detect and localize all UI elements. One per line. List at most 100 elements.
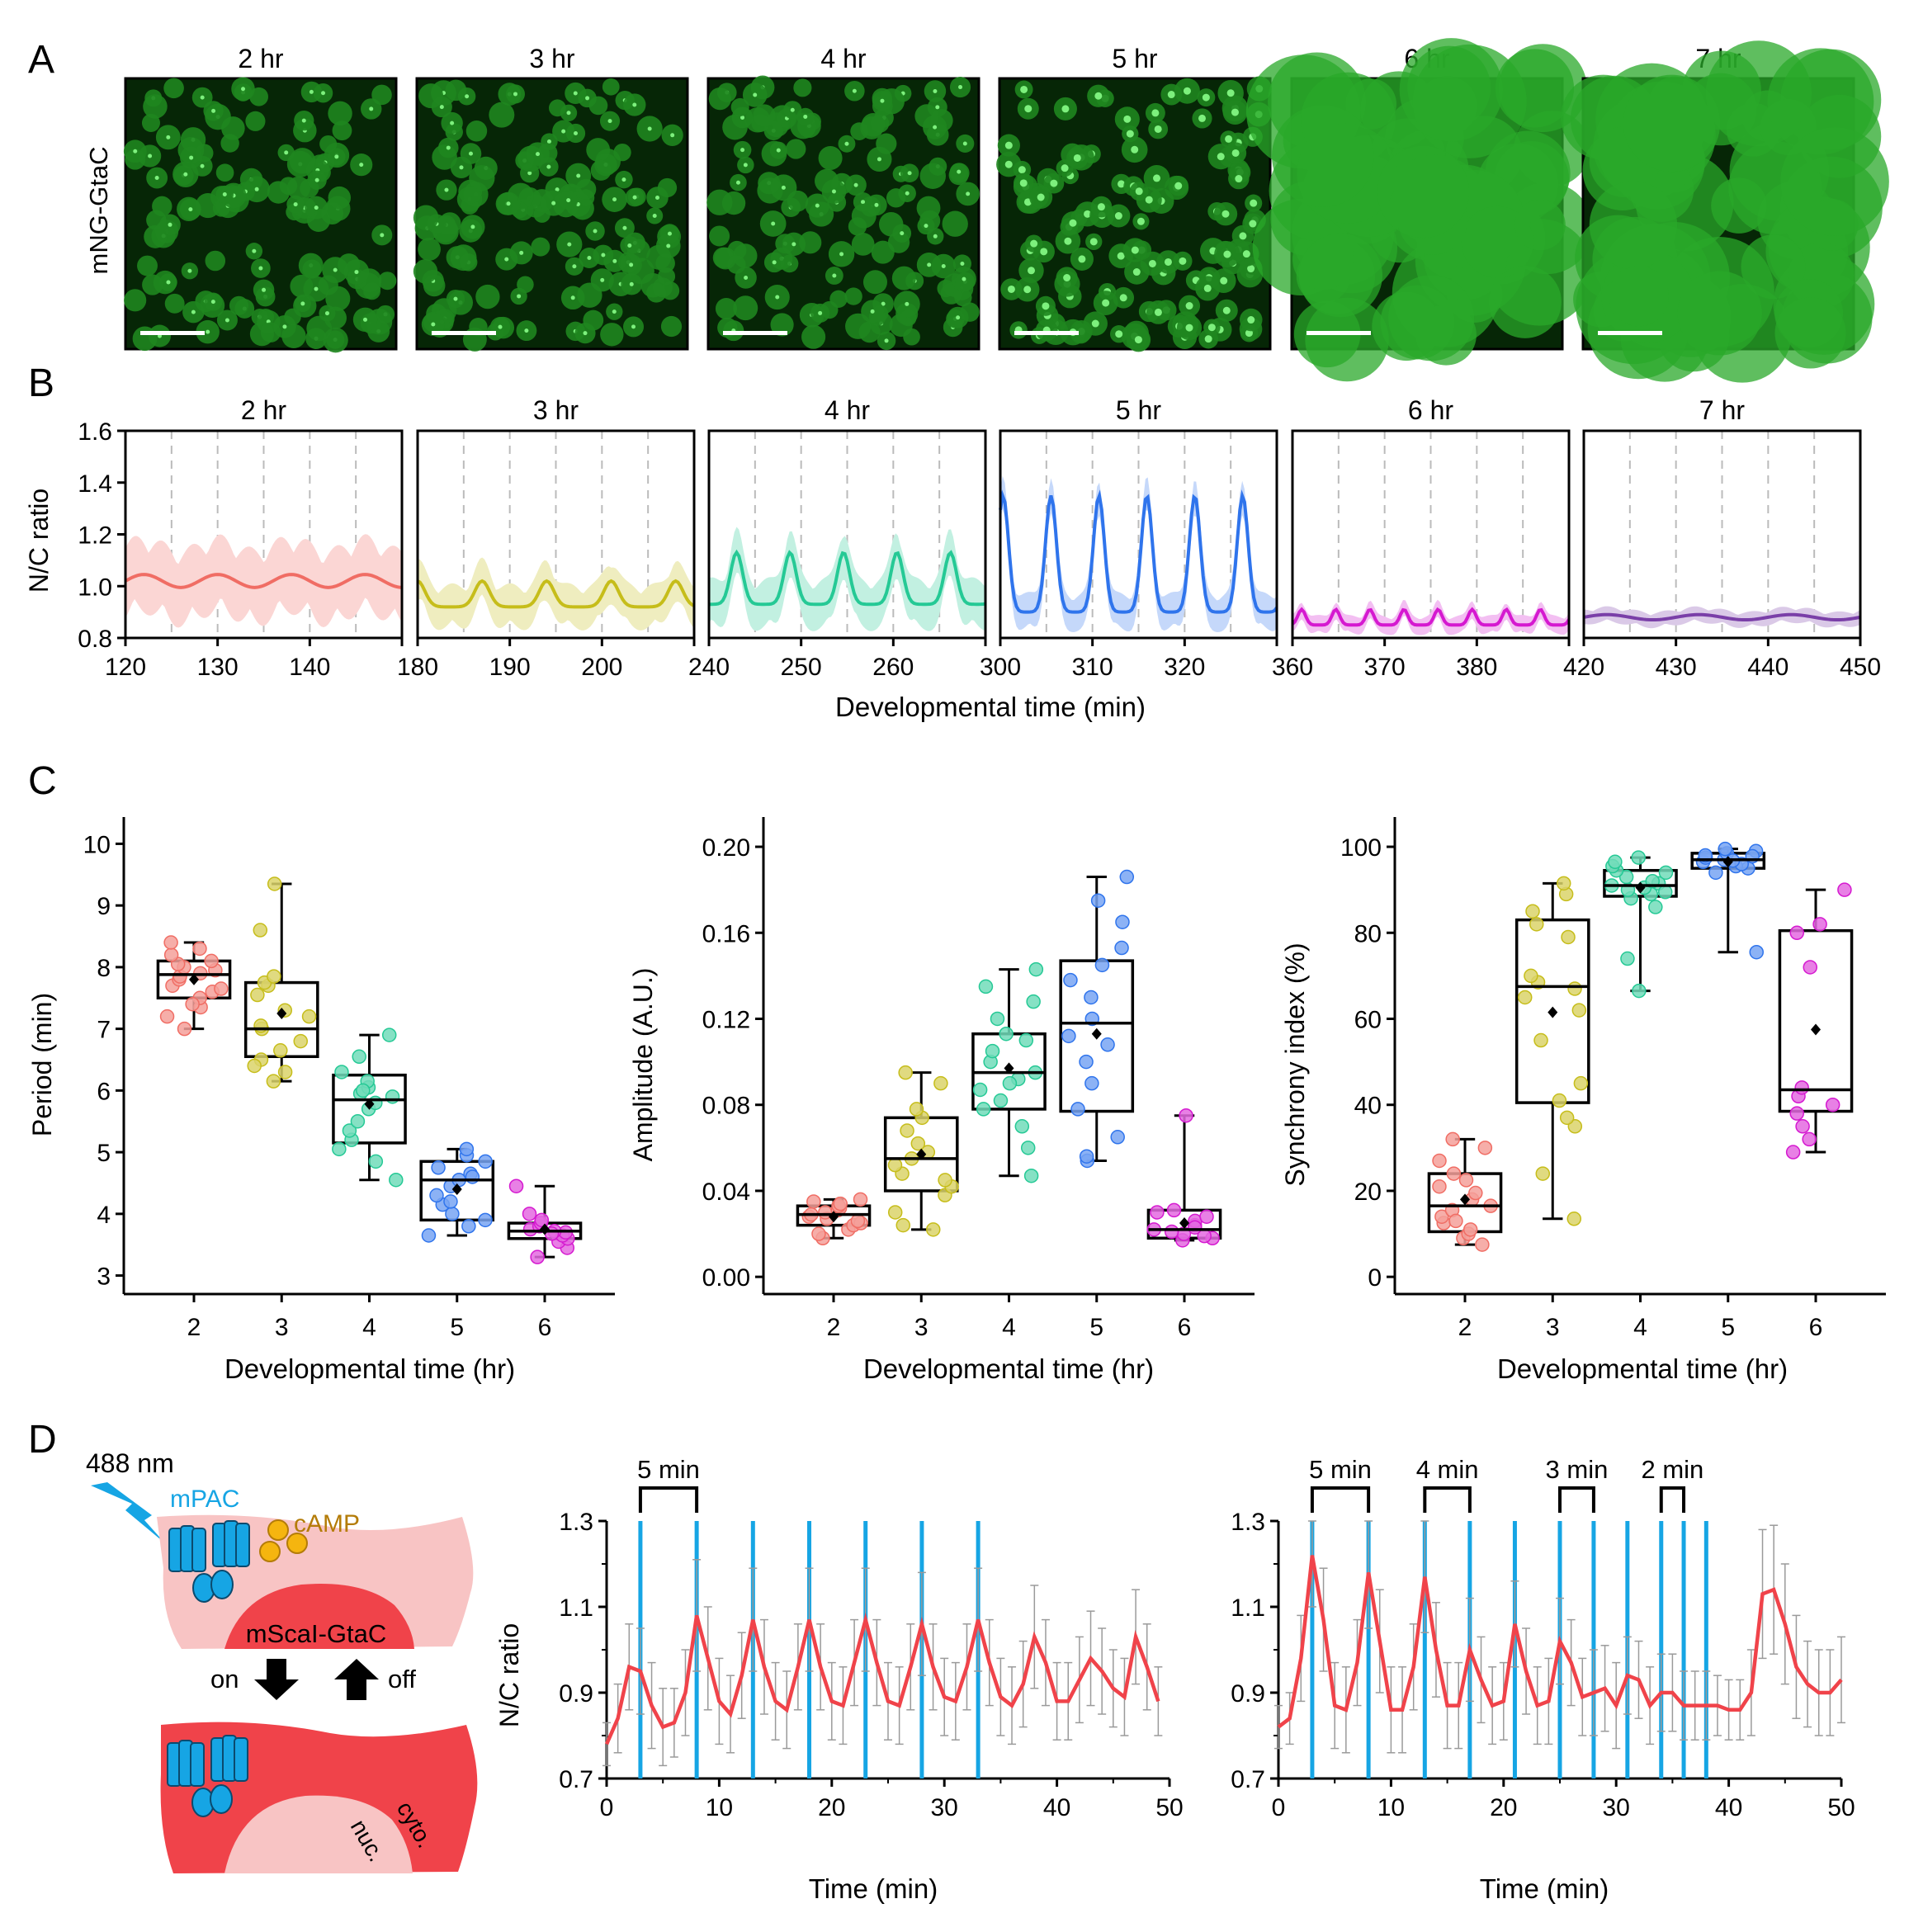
nucleus-top-shape: [224, 1584, 414, 1649]
data-point: [976, 1102, 991, 1117]
data-point: [1432, 1153, 1447, 1169]
panel-letter-b: B: [28, 361, 54, 405]
cell-blob: [1399, 38, 1504, 142]
nucleus-spot: [1239, 232, 1247, 240]
y-tick-label: 7: [97, 1017, 111, 1044]
data-point: [1079, 1149, 1094, 1164]
nucleus-spot: [189, 155, 194, 160]
y-tick-label: 0.00: [702, 1264, 750, 1292]
cell-blob: [770, 313, 794, 337]
data-point: [1023, 1168, 1039, 1183]
nucleus-spot: [1084, 210, 1092, 218]
nucleus-spot: [607, 119, 612, 124]
data-point: [853, 1192, 868, 1207]
data-point: [1070, 1102, 1085, 1117]
panel-b-ylabel: N/C ratio: [24, 489, 54, 593]
data-point: [1718, 841, 1733, 857]
nucleus-spot: [309, 89, 314, 94]
nucleus-spot: [206, 329, 210, 334]
x-tick-label: 250: [781, 654, 822, 681]
box: [1778, 928, 1854, 1113]
nucleus-spot: [583, 331, 588, 336]
nucleus-spot: [907, 171, 912, 176]
data-point: [895, 1217, 911, 1233]
y-tick-label: 0.16: [702, 920, 750, 947]
y-tick-label: 0.9: [559, 1680, 593, 1708]
nucleus-spot: [1061, 164, 1069, 172]
nucleus-spot: [593, 229, 598, 234]
cell-blob: [845, 313, 872, 339]
y-tick-label: 1.3: [1231, 1509, 1265, 1536]
mean-marker: [189, 973, 199, 985]
nucleus-spot: [536, 152, 541, 157]
scale-bar: [432, 331, 496, 335]
data-point: [273, 1043, 288, 1058]
nucleus-spot: [168, 222, 172, 227]
cell-blob: [602, 78, 620, 96]
nucleus-spot: [1231, 149, 1240, 157]
x-tick-label: 20: [818, 1794, 845, 1821]
y-tick-label: 5: [97, 1140, 111, 1167]
micrograph-title: 2 hr: [238, 44, 283, 73]
data-point: [1079, 1054, 1094, 1070]
nucleus-spot: [612, 309, 617, 314]
data-point: [356, 1083, 371, 1098]
cell-blob: [914, 104, 939, 129]
data-point: [1119, 869, 1135, 885]
interval-bracket: [1659, 1486, 1686, 1513]
data-point: [1837, 882, 1852, 897]
micrograph-image: [413, 77, 689, 352]
cell-blob: [900, 309, 917, 327]
cell-blob: [787, 190, 809, 212]
data-point: [478, 1212, 493, 1228]
data-point: [247, 1058, 262, 1074]
data-point: [1567, 981, 1582, 996]
nucleus-spot: [148, 154, 153, 158]
mean-marker: [1004, 1062, 1014, 1075]
interval-bracket: [1558, 1486, 1595, 1513]
c2-xlabel: Developmental time (hr): [863, 1353, 1154, 1384]
nucleus-spot: [839, 252, 844, 257]
nucleus-spot: [655, 195, 660, 200]
x-tick-label: 430: [1656, 654, 1697, 681]
data-point: [508, 1179, 524, 1193]
data-point: [1477, 1141, 1493, 1155]
nucleus-spot: [513, 92, 517, 97]
nucleus-spot: [570, 295, 575, 300]
data-point: [253, 923, 268, 938]
nucleus-spot: [1063, 274, 1071, 282]
box-group: [243, 876, 319, 1089]
cell-blob: [733, 295, 758, 321]
nucleus-spot: [561, 129, 566, 134]
nucleus-spot: [1183, 87, 1191, 95]
panel-b-xlabel: Developmental time (min): [835, 692, 1146, 722]
x-tick-label: 380: [1456, 654, 1497, 681]
data-point: [368, 1154, 384, 1169]
nucleus-spot: [314, 177, 319, 182]
y-tick-label: 20: [1354, 1179, 1382, 1206]
cell-blob: [302, 259, 322, 279]
nucleus-spot: [465, 94, 470, 99]
nucleus-spot: [1154, 308, 1162, 316]
nucleus-spot: [1007, 285, 1015, 293]
nucleus-spot: [1117, 252, 1125, 260]
confidence-band: [1292, 599, 1569, 635]
data-point: [1825, 1097, 1840, 1112]
nucleus-spot: [1028, 267, 1036, 275]
c3-ylabel: Synchrony index (%): [1280, 942, 1310, 1186]
nucleus-spot: [1174, 182, 1183, 190]
nucleus-spot: [880, 98, 885, 103]
optogenetic-diagram: 488 nm mPAC mScaI-GtaC cAMP on off nuc. …: [86, 1448, 478, 1873]
data-point: [1026, 994, 1041, 1009]
nucleus-spot: [1217, 153, 1225, 161]
nucleus-spot: [667, 231, 672, 236]
nucleus-spot: [566, 111, 571, 116]
nucleus-spot: [450, 120, 455, 125]
data-point: [204, 953, 219, 969]
micrograph-image: [1561, 40, 1889, 383]
nucleus-spot: [1145, 196, 1153, 204]
cell-blob: [1741, 234, 1806, 300]
data-point: [1434, 1209, 1449, 1224]
mean-marker: [276, 1007, 287, 1019]
x-tick-label: 0: [1272, 1794, 1286, 1821]
